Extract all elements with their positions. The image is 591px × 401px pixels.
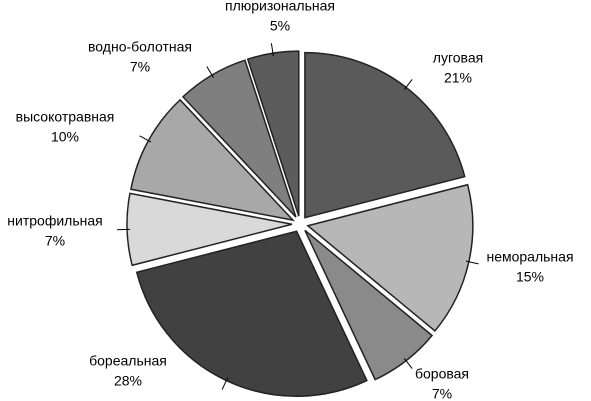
slice-value-label: 7% [432,386,452,401]
slice-label: неморальная [486,249,573,265]
slice-label: нитрофильная [7,213,102,229]
slice-value-label: 7% [45,233,65,249]
slice-label: луговая [433,50,483,66]
leader-line [465,260,479,265]
slice-value-label: 10% [51,129,79,145]
slice-label: высокотравная [16,109,115,125]
leader-line [403,79,413,90]
slice-label: бореальная [89,353,167,369]
slice-value-label: 7% [130,59,150,75]
leader-line [206,66,214,78]
leader-line [139,135,152,143]
slice-value-label: 15% [516,269,544,285]
slice-label: плюризональная [225,0,335,14]
leader-line [221,377,229,390]
slice-value-label: 28% [114,373,142,389]
slice-label: водно-болотная [88,39,192,55]
leader-line [270,43,274,57]
slice-value-label: 21% [444,70,472,86]
slice-value-label: 5% [270,18,290,34]
leader-line [403,358,413,369]
slice-label: боровая [415,366,469,382]
